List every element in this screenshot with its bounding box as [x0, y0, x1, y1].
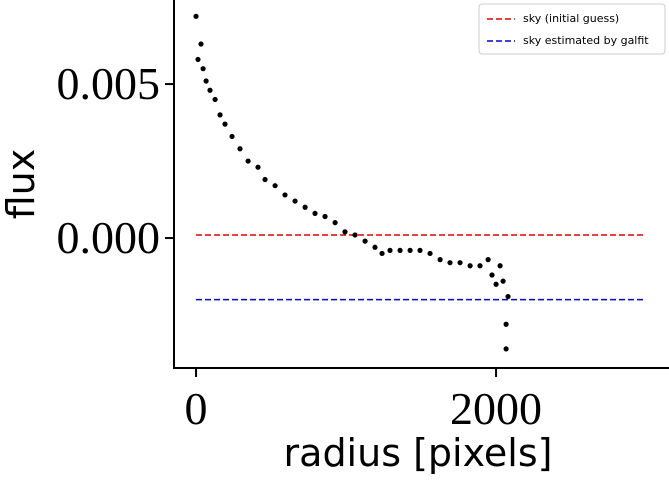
data-point: [362, 238, 368, 244]
data-point: [200, 66, 206, 72]
data-point: [193, 13, 199, 19]
data-point: [407, 247, 413, 253]
x-tick-label: 0: [185, 383, 208, 434]
legend-label: sky estimated by galfit: [523, 34, 649, 47]
data-point: [387, 247, 393, 253]
y-tick-label: 0.000: [57, 212, 161, 263]
data-point: [447, 260, 453, 266]
data-point: [255, 164, 261, 170]
data-point: [262, 176, 268, 183]
data-point: [467, 263, 473, 269]
data-point: [379, 250, 385, 257]
data-point: [203, 78, 209, 84]
data-point: [372, 244, 378, 250]
data-point: [237, 146, 243, 152]
data-point: [207, 87, 213, 93]
data-point: [229, 133, 235, 140]
x-tick-label: 2000: [450, 383, 542, 434]
data-point: [503, 346, 509, 352]
data-point: [427, 250, 433, 257]
data-point: [245, 158, 251, 164]
data-point: [302, 204, 308, 210]
data-point: [417, 247, 423, 253]
data-point: [212, 96, 218, 103]
y-axis-label: flux: [0, 149, 43, 220]
data-point: [493, 281, 499, 287]
legend-label: sky (initial guess): [523, 12, 619, 25]
data-point: [217, 112, 223, 118]
data-point: [352, 232, 358, 238]
data-point: [397, 247, 403, 253]
legend: sky (initial guess) sky estimated by galf…: [478, 3, 666, 55]
data-point: [198, 41, 204, 47]
data-point: [322, 213, 328, 220]
data-point: [312, 210, 318, 217]
data-point: [500, 278, 506, 284]
data-point: [292, 198, 298, 204]
data-point: [503, 321, 509, 327]
x-axis-label: radius [pixels]: [284, 431, 553, 475]
data-point: [437, 257, 443, 263]
data-point: [457, 260, 463, 266]
data-point: [342, 229, 348, 235]
data-point: [222, 121, 228, 127]
data-point: [485, 257, 491, 263]
data-point: [332, 220, 338, 226]
y-tick-label: 0.005: [57, 58, 161, 109]
data-point: [282, 192, 288, 198]
data-point: [505, 293, 511, 300]
data-point: [272, 183, 278, 189]
legend-box: [478, 3, 666, 55]
data-point: [489, 272, 495, 278]
data-point: [195, 56, 201, 63]
data-point: [497, 263, 503, 269]
data-point: [477, 263, 483, 269]
